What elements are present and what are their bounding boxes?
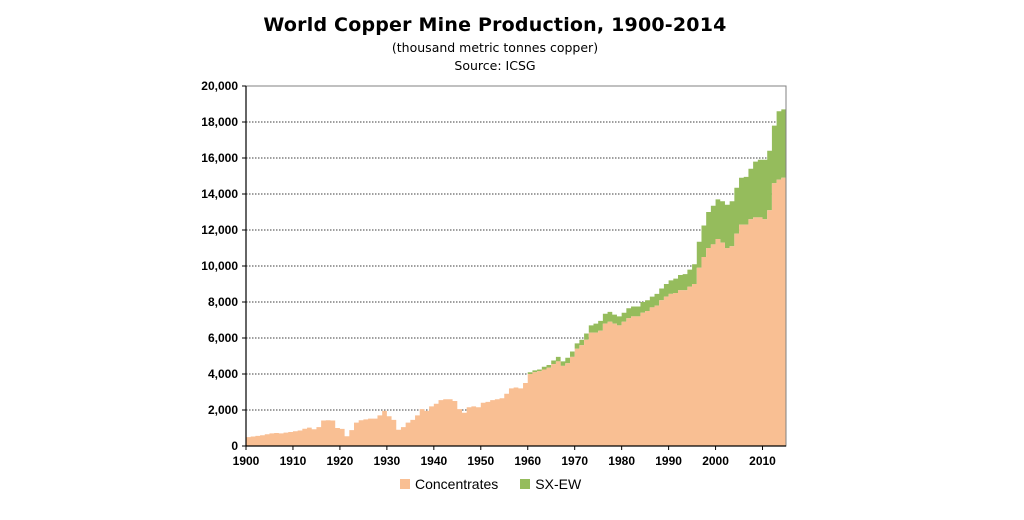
legend-label-sxew: SX-EW <box>535 476 582 492</box>
y-tick-label-5: 10,000 <box>201 259 238 273</box>
x-tick-label-10: 2000 <box>702 454 729 468</box>
legend-item-concentrates: Concentrates <box>400 476 498 492</box>
y-tick-label-8: 16,000 <box>201 151 238 165</box>
x-tick-label-6: 1960 <box>514 454 541 468</box>
x-tick-label-5: 1950 <box>467 454 494 468</box>
legend-swatch-sxew <box>520 479 531 489</box>
x-tick-label-2: 1920 <box>327 454 354 468</box>
chart-subtitle: (thousand metric tonnes copper) <box>391 40 599 55</box>
y-tick-label-1: 2,000 <box>208 403 238 417</box>
x-tick-label-11: 2010 <box>749 454 776 468</box>
y-tick-label-4: 8,000 <box>208 295 238 309</box>
x-tick-label-7: 1970 <box>561 454 588 468</box>
legend-item-sxew: SX-EW <box>520 476 581 492</box>
legend-swatch-concentrates <box>400 479 410 489</box>
y-tick-label-6: 12,000 <box>201 223 238 237</box>
chart-title: World Copper Mine Production, 1900-2014 <box>263 14 727 36</box>
series-area-concentrates <box>246 177 786 447</box>
chart-header: World Copper Mine Production, 1900-2014 … <box>245 14 745 73</box>
y-tick-label-10: 20,000 <box>201 79 238 93</box>
y-tick-label-3: 6,000 <box>208 331 238 345</box>
x-tick-label-4: 1940 <box>420 454 447 468</box>
chart-source: Source: ICSG <box>454 58 536 73</box>
y-tick-label-9: 18,000 <box>201 115 238 129</box>
chart-legend: Concentrates SX-EW <box>400 476 581 492</box>
x-tick-label-8: 1980 <box>608 454 635 468</box>
x-tick-label-3: 1930 <box>374 454 401 468</box>
x-tick-label-9: 1990 <box>655 454 682 468</box>
y-tick-label-7: 14,000 <box>201 187 238 201</box>
x-tick-label-1: 1910 <box>280 454 307 468</box>
y-tick-label-2: 4,000 <box>208 367 238 381</box>
legend-label-concentrates: Concentrates <box>415 476 499 492</box>
y-tick-label-0: 0 <box>231 439 238 453</box>
x-tick-label-0: 1900 <box>233 454 260 468</box>
